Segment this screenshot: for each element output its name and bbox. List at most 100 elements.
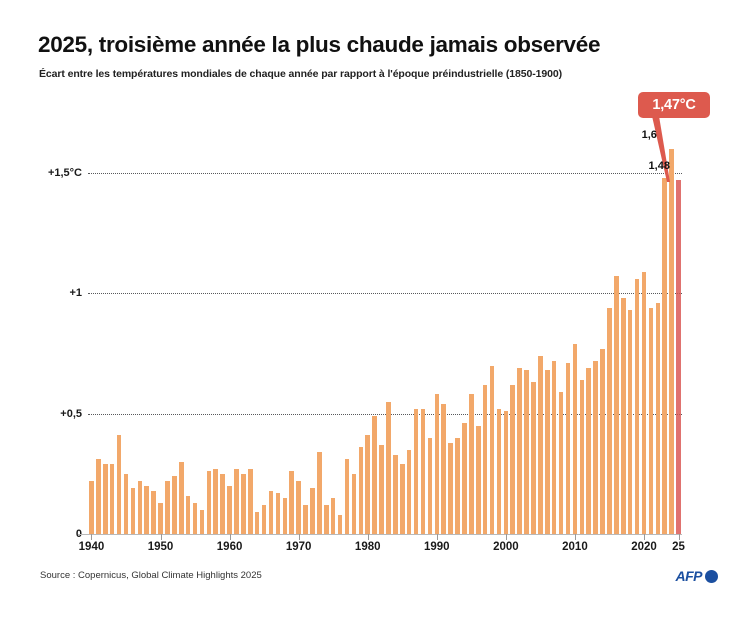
bar-2020: [641, 271, 647, 534]
bar-1942: [102, 464, 108, 534]
bar-1940: [89, 481, 94, 534]
bar-2021: [648, 307, 654, 534]
gridline: [88, 293, 682, 295]
x-axis-tick-label: 1980: [354, 541, 381, 553]
x-axis-tick: [505, 534, 507, 540]
y-axis-tick-label: +1,5°C: [47, 166, 82, 179]
bar-2005: [538, 355, 543, 534]
x-axis-tick-label: 1990: [424, 541, 450, 553]
bar-value-label-2024: 1,6: [641, 128, 657, 141]
bar-2010: [572, 343, 578, 534]
bar-2006: [545, 370, 550, 534]
bar-1974: [324, 505, 329, 534]
bar-1983: [386, 401, 391, 534]
bar-1978: [351, 473, 357, 534]
bar-1981: [372, 416, 377, 534]
bar-1962: [241, 473, 246, 534]
afp-logo-dot-icon: [705, 569, 718, 583]
bar-1975: [330, 497, 336, 534]
x-axis-tick: [574, 534, 576, 540]
bar-2013: [593, 360, 598, 534]
x-axis-tick-label: 2000: [493, 541, 519, 553]
bar-1970: [296, 481, 301, 534]
bar-1995: [469, 394, 474, 534]
bar-1960: [227, 485, 232, 534]
bar-1977: [344, 459, 350, 534]
x-axis-tick-label: 25: [672, 541, 685, 553]
bar-1967: [275, 493, 281, 534]
bar-1954: [185, 495, 191, 534]
bar-1973: [317, 452, 322, 534]
bar-1985: [399, 464, 405, 534]
bar-2008: [558, 392, 564, 534]
bar-1968: [282, 497, 288, 534]
afp-logo: AFP: [675, 568, 718, 584]
bar-1998: [489, 365, 495, 534]
bar-2022: [655, 302, 661, 534]
bar-1991: [441, 404, 446, 534]
afp-logo-text: AFP: [675, 568, 703, 584]
bar-1986: [406, 449, 412, 534]
bar-1997: [482, 384, 488, 534]
bar-1972: [310, 488, 315, 534]
bar-1941: [96, 459, 101, 534]
bar-2007: [551, 360, 557, 534]
bar-1949: [151, 490, 156, 534]
y-axis-labels: 0 +0,5 +1 +1,5°C: [20, 120, 82, 540]
x-axis-tick: [91, 534, 93, 540]
bar-2019: [634, 278, 640, 534]
bar-1990: [434, 394, 440, 534]
bar-1966: [268, 490, 274, 534]
bar-1944: [116, 435, 122, 534]
x-axis-tick: [229, 534, 231, 540]
bar-series: [88, 120, 682, 534]
bar-2002: [517, 367, 522, 534]
bar-value-label-2025: 1,48: [648, 160, 670, 173]
x-axis-tick: [644, 534, 645, 540]
bar-2011: [579, 379, 585, 534]
bar-1963: [248, 469, 253, 534]
bar-1946: [130, 488, 136, 534]
bar-2024: [669, 148, 674, 534]
page-subtitle: Écart entre les températures mondiales d…: [39, 68, 563, 80]
bar-1958: [213, 469, 219, 534]
bar-2023: [662, 177, 667, 534]
bar-1996: [475, 425, 481, 534]
bar-1987: [413, 408, 419, 534]
bar-1971: [303, 505, 308, 534]
bar-1952: [172, 476, 177, 534]
x-axis-tick-label: 2010: [562, 541, 588, 553]
bar-1980: [365, 435, 370, 534]
page-title: 2025, troisième année la plus chaude jam…: [38, 32, 601, 57]
bar-2003: [524, 370, 529, 534]
bar-2000: [503, 411, 509, 534]
x-axis-tick-label: 1970: [285, 541, 312, 553]
bar-1964: [254, 512, 260, 534]
bar-1956: [199, 509, 205, 534]
y-axis-tick-label: 0: [22, 528, 82, 540]
source-note: Source : Copernicus, Global Climate High…: [40, 570, 262, 581]
gridline: [88, 172, 682, 174]
bar-1993: [455, 437, 460, 534]
bar-1950: [158, 502, 163, 534]
x-axis-tick: [367, 534, 369, 540]
x-axis-tick: [160, 534, 162, 540]
bar-1988: [420, 408, 426, 534]
bar-1982: [379, 444, 384, 534]
callout-badge: 1,47°C: [638, 92, 710, 118]
bar-2016: [614, 276, 619, 534]
bar-1961: [234, 469, 239, 534]
y-axis-tick-label: +1: [69, 287, 82, 300]
axis-baseline: [78, 534, 682, 535]
bar-1999: [496, 408, 502, 534]
x-axis-tick: [298, 534, 300, 540]
bar-1984: [393, 454, 398, 534]
bar-1989: [427, 437, 433, 534]
y-axis-tick-label: +0,5: [60, 407, 82, 420]
bar-1945: [123, 473, 129, 534]
bar-1959: [220, 473, 225, 534]
x-axis-tick: [678, 534, 680, 540]
bar-2004: [531, 382, 536, 534]
bar-2017: [621, 298, 626, 534]
